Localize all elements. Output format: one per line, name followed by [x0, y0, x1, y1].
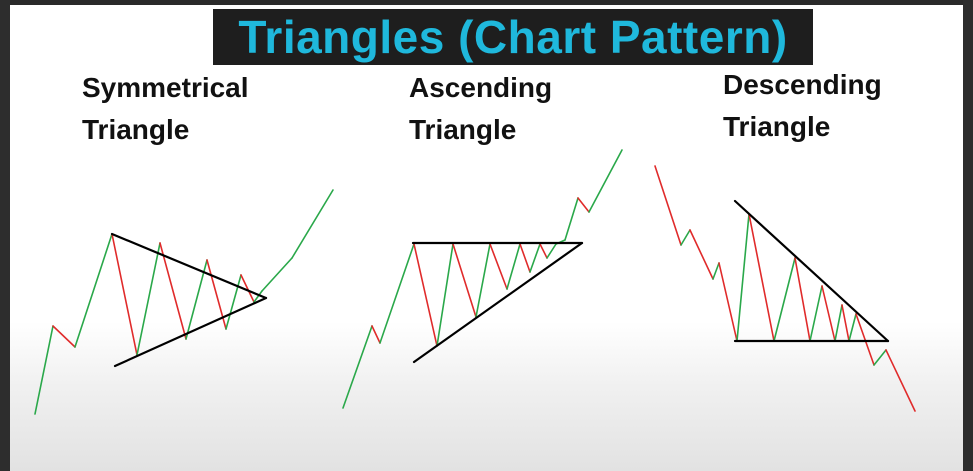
support-trendline: [113, 296, 268, 368]
price-down-segment: [371, 325, 381, 344]
price-down-segment: [748, 213, 775, 342]
resistance-trendline: [110, 232, 268, 300]
price-up-segment: [564, 197, 579, 241]
price-up-segment: [809, 285, 823, 342]
price-up-segment: [261, 257, 293, 292]
resistance-trendline: [733, 199, 890, 343]
left-border: [0, 0, 10, 471]
price-down-segment: [654, 165, 682, 246]
price-down-segment: [206, 259, 227, 330]
price-up-segment: [342, 325, 373, 409]
slide-canvas: [10, 5, 963, 471]
price-up-segment: [475, 243, 491, 318]
descending-label: Descending Triangle: [723, 64, 882, 148]
symmetrical-label-line1: Symmetrical: [82, 72, 249, 103]
price-up-segment: [712, 262, 720, 280]
price-up-segment: [291, 189, 334, 259]
price-down-segment: [718, 262, 738, 342]
price-up-segment: [680, 229, 691, 246]
descending-label-line1: Descending: [723, 69, 882, 100]
price-up-segment: [379, 243, 415, 344]
price-down-segment: [452, 243, 477, 318]
price-up-segment: [546, 243, 557, 259]
price-up-segment: [136, 242, 161, 356]
price-down-segment: [577, 197, 590, 213]
price-up-segment: [848, 313, 857, 342]
price-up-segment: [588, 149, 623, 213]
price-up-segment: [529, 243, 541, 273]
price-up-segment: [225, 274, 242, 330]
price-down-segment: [841, 304, 850, 342]
top-border: [0, 0, 973, 5]
price-up-segment: [506, 243, 521, 290]
price-down-segment: [159, 242, 187, 340]
price-down-segment: [240, 274, 255, 303]
symmetrical-label: Symmetrical Triangle: [82, 67, 249, 151]
right-border: [963, 0, 973, 471]
price-down-segment: [489, 243, 508, 290]
ascending-triangle-diagram: [342, 149, 623, 409]
price-down-segment: [855, 313, 875, 366]
price-up-segment: [253, 290, 263, 303]
price-down-segment: [821, 285, 836, 342]
page-title: Triangles (Chart Pattern): [238, 11, 788, 63]
price-down-segment: [413, 243, 438, 347]
price-down-segment: [52, 325, 76, 348]
price-up-segment: [834, 304, 843, 342]
ascending-label: Ascending Triangle: [409, 67, 552, 151]
price-down-segment: [794, 257, 811, 342]
descending-label-line2: Triangle: [723, 111, 831, 142]
symmetrical-label-line2: Triangle: [82, 114, 190, 145]
price-down-segment: [539, 243, 548, 259]
symmetrical-triangle-diagram: [34, 189, 334, 415]
price-up-segment: [873, 349, 887, 366]
price-down-segment: [111, 233, 138, 356]
price-up-segment: [736, 213, 750, 342]
descending-triangle-diagram: [654, 165, 916, 412]
price-up-segment: [773, 257, 796, 342]
price-down-segment: [519, 243, 531, 273]
ascending-label-line2: Triangle: [409, 114, 517, 145]
title-banner: Triangles (Chart Pattern): [213, 9, 813, 65]
price-up-segment: [34, 325, 54, 415]
price-down-segment: [689, 229, 714, 280]
price-down-segment: [885, 349, 916, 412]
support-trendline: [412, 241, 584, 364]
ascending-label-line1: Ascending: [409, 72, 553, 103]
price-up-segment: [436, 243, 454, 347]
price-up-segment: [74, 233, 113, 348]
